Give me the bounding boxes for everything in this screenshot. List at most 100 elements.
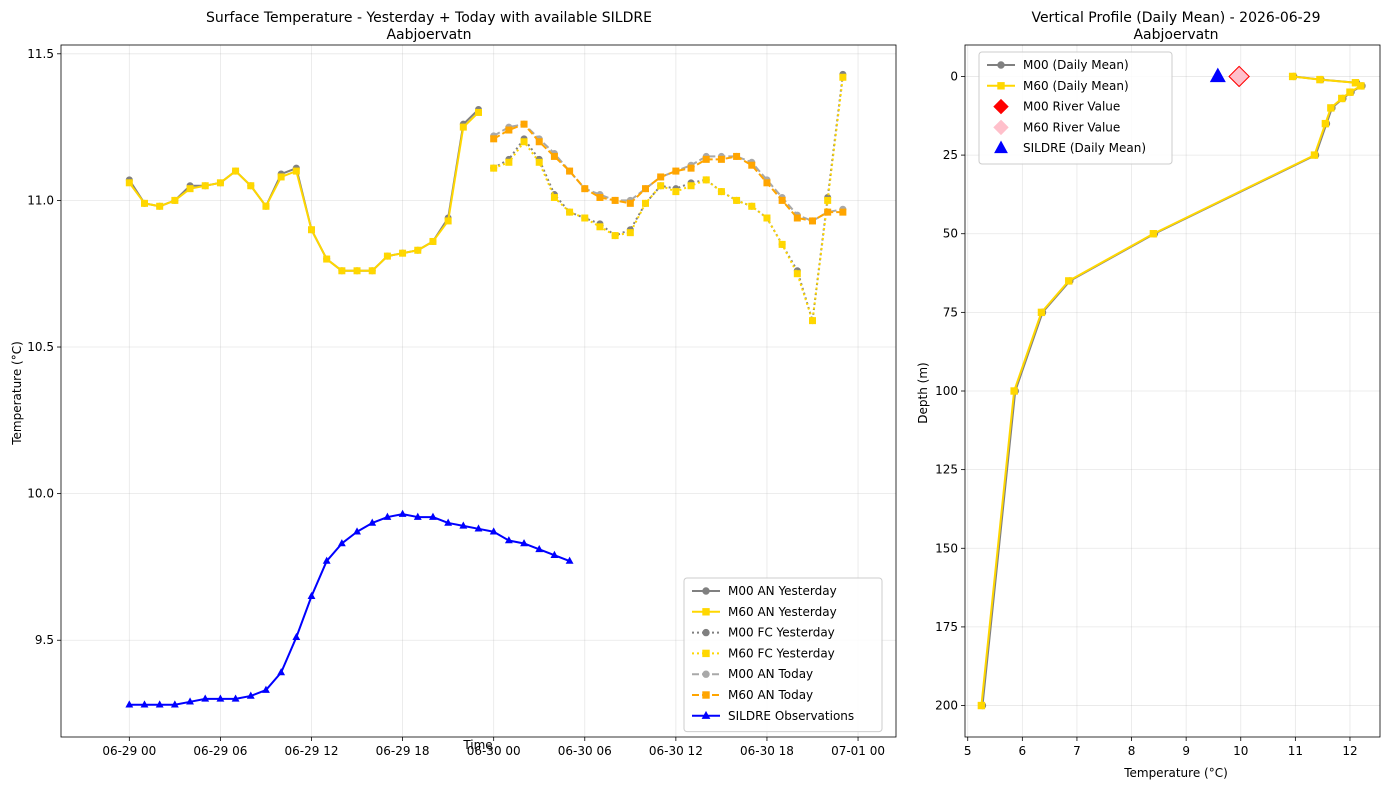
left-point-sildre-observations bbox=[429, 512, 437, 520]
left-point-sildre-observations bbox=[413, 512, 422, 520]
left-point-m60-fc-yesterday bbox=[566, 208, 574, 216]
left-point-m60-fc-yesterday bbox=[581, 214, 589, 222]
left-point-m60-an-today bbox=[626, 199, 634, 207]
left-point-m60-fc-yesterday bbox=[520, 138, 528, 146]
left-point-m60-fc-yesterday bbox=[748, 202, 756, 210]
left-series-m60-an-today bbox=[490, 120, 847, 225]
left-legend-label-m00-an-yesterday: M00 AN Yesterday bbox=[728, 584, 837, 598]
left-y-tick-label: 10.5 bbox=[27, 340, 54, 354]
left-point-sildre-observations bbox=[307, 591, 316, 599]
left-line-sildre-observations bbox=[129, 513, 570, 706]
left-point-m60-an-yesterday bbox=[292, 167, 300, 175]
left-plot-frame bbox=[60, 44, 897, 738]
right-chart: Vertical Profile (Daily Mean) - 2026-06-… bbox=[916, 10, 1381, 780]
left-point-m60-an-yesterday bbox=[459, 123, 467, 131]
left-x-tick-label: 06-29 12 bbox=[285, 744, 339, 758]
left-y-tick-label: 11.5 bbox=[27, 47, 54, 61]
left-legend-item-m60-an-today: M60 AN Today bbox=[692, 688, 813, 702]
right-series-m60-daily-mean bbox=[977, 72, 1365, 710]
left-point-m60-fc-yesterday bbox=[809, 317, 816, 325]
left-point-m60-an-yesterday bbox=[141, 199, 148, 207]
left-point-sildre-observations bbox=[125, 700, 134, 708]
right-x-tick-label: 5 bbox=[964, 744, 972, 758]
left-point-sildre-observations bbox=[368, 518, 377, 526]
right-x-tick-label: 7 bbox=[1073, 744, 1081, 758]
left-point-sildre-observations bbox=[383, 512, 392, 520]
left-series-m00-an-today bbox=[490, 120, 847, 225]
right-point-m60-daily-mean bbox=[1327, 104, 1335, 112]
left-x-tick-label: 07-01 00 bbox=[831, 744, 885, 758]
left-point-m60-an-today bbox=[596, 193, 604, 201]
left-point-sildre-observations bbox=[353, 527, 361, 535]
left-point-m60-an-today bbox=[566, 167, 574, 175]
left-point-m60-an-today bbox=[763, 179, 771, 187]
right-y-tick-label: 25 bbox=[943, 148, 958, 162]
left-line-m00-fc-yesterday bbox=[493, 74, 844, 322]
left-point-m60-an-today bbox=[839, 208, 847, 216]
left-point-m60-fc-yesterday bbox=[702, 176, 710, 184]
left-series-m00-an-yesterday bbox=[125, 106, 482, 275]
left-line-m60-fc-yesterday bbox=[493, 77, 844, 322]
left-point-m60-an-yesterday bbox=[171, 196, 179, 204]
right-point-m60-daily-mean bbox=[1149, 230, 1158, 238]
right-point-m60-daily-mean bbox=[977, 701, 986, 710]
left-point-sildre-observations bbox=[504, 536, 513, 544]
right-y-tick-label: 200 bbox=[935, 699, 958, 713]
left-point-sildre-observations bbox=[459, 521, 468, 529]
left-legend-marker-m00-an-today bbox=[702, 670, 710, 678]
left-point-sildre-observations bbox=[155, 700, 164, 708]
left-point-m60-an-today bbox=[581, 185, 589, 193]
right-legend-label-m00-river-value: M00 River Value bbox=[1023, 100, 1120, 114]
left-point-m60-an-yesterday bbox=[353, 267, 361, 275]
right-legend-item-m00-river-value: M00 River Value bbox=[993, 98, 1120, 115]
left-point-m60-fc-yesterday bbox=[778, 240, 786, 248]
left-x-tick-label: 06-29 00 bbox=[102, 744, 156, 758]
right-legend-marker-m60-river-value bbox=[993, 119, 1009, 136]
left-point-m60-an-yesterday bbox=[201, 182, 209, 190]
left-point-m60-fc-yesterday bbox=[672, 188, 680, 196]
left-chart: Surface Temperature - Yesterday + Today … bbox=[10, 10, 897, 758]
right-series-sildre-daily-mean bbox=[1209, 67, 1226, 83]
right-legend-marker-m60-daily-mean bbox=[997, 82, 1005, 90]
left-chart-subtitle: Aabjoervatn bbox=[386, 27, 471, 43]
right-y-tick-label: 50 bbox=[943, 227, 958, 241]
left-point-m60-an-today bbox=[733, 152, 741, 160]
right-legend-item-sildre-daily-mean: SILDRE (Daily Mean) bbox=[994, 140, 1146, 155]
right-y-tick-label: 75 bbox=[943, 305, 958, 319]
left-legend-item-m60-an-yesterday: M60 AN Yesterday bbox=[692, 605, 837, 619]
right-chart-ylabel: Depth (m) bbox=[916, 362, 930, 423]
left-line-m00-an-yesterday bbox=[128, 108, 480, 272]
right-x-tick-label: 8 bbox=[1128, 744, 1136, 758]
left-point-m60-fc-yesterday bbox=[824, 196, 832, 204]
right-legend-item-m60-daily-mean: M60 (Daily Mean) bbox=[987, 79, 1129, 93]
left-point-m60-an-yesterday bbox=[186, 185, 194, 193]
left-line-m60-an-yesterday bbox=[128, 111, 480, 272]
left-point-m60-an-today bbox=[505, 126, 513, 134]
right-legend-item-m60-river-value: M60 River Value bbox=[993, 119, 1120, 136]
right-legend-item-m00-daily-mean: M00 (Daily Mean) bbox=[987, 58, 1129, 72]
left-y-tick-label: 10.0 bbox=[27, 487, 54, 501]
right-series-m60-river-value bbox=[1228, 65, 1250, 88]
left-point-m60-an-today bbox=[824, 208, 832, 216]
left-point-m60-an-yesterday bbox=[247, 182, 255, 190]
left-point-m60-an-today bbox=[642, 185, 649, 193]
left-series-sildre-observations bbox=[125, 509, 574, 708]
left-point-m60-an-yesterday bbox=[429, 237, 437, 245]
left-legend-label-m60-an-yesterday: M60 AN Yesterday bbox=[728, 605, 837, 619]
left-series-m00-fc-yesterday bbox=[490, 70, 847, 325]
left-point-m60-an-today bbox=[535, 138, 543, 146]
left-legend-label-sildre-observations: SILDRE Observations bbox=[728, 709, 854, 723]
left-x-tick-label: 06-30 00 bbox=[467, 744, 521, 758]
left-point-m60-an-yesterday bbox=[156, 202, 164, 210]
left-point-m60-an-today bbox=[809, 217, 816, 225]
right-x-tick-label: 6 bbox=[1019, 744, 1027, 758]
right-point-m60-daily-mean bbox=[1321, 119, 1330, 128]
right-y-tick-label: 100 bbox=[935, 384, 958, 398]
left-point-m60-an-yesterday bbox=[308, 226, 315, 234]
right-x-tick-label: 11 bbox=[1288, 744, 1303, 758]
left-chart-xlabel: Time bbox=[462, 738, 492, 752]
left-x-tick-label: 06-29 18 bbox=[376, 744, 430, 758]
right-point-m60-daily-mean bbox=[1010, 387, 1018, 395]
left-point-sildre-observations bbox=[444, 518, 453, 526]
